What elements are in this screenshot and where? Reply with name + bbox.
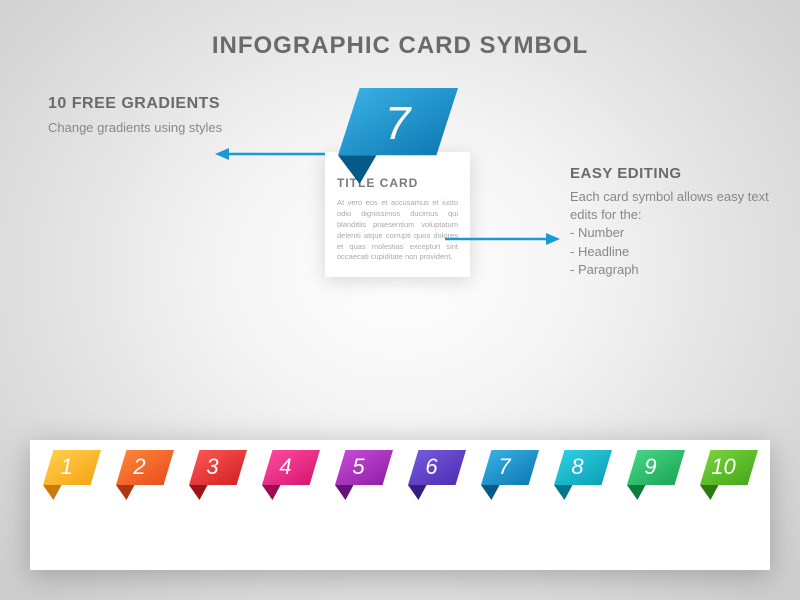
- mini-card-tag: 7: [481, 450, 539, 494]
- mini-card-paragraph: At vero eos et accusamus et iusto odio d…: [407, 508, 466, 534]
- mini-card-number: 4: [262, 454, 310, 480]
- center-card-paragraph: At vero eos et accusamus et iusto odio d…: [337, 198, 458, 263]
- mini-card-tag: 5: [335, 450, 393, 494]
- mini-card-number: 1: [43, 454, 91, 480]
- mini-card-paragraph: At vero eos et accusamus et iusto odio d…: [699, 508, 758, 534]
- mini-card-number: 7: [481, 454, 529, 480]
- mini-card-tag: 4: [262, 450, 320, 494]
- mini-card-number: 2: [116, 454, 164, 480]
- center-card-number: 7: [338, 96, 458, 150]
- mini-card: 8 TITLE CARD At vero eos et accusamus et…: [549, 450, 616, 562]
- mini-card-paragraph: At vero eos et accusamus et iusto odio d…: [42, 508, 101, 534]
- mini-card: 3 TITLE CARD At vero eos et accusamus et…: [184, 450, 251, 562]
- left-callout-heading: 10 FREE GRADIENTS: [48, 95, 228, 113]
- mini-card: 2 TITLE CARD At vero eos et accusamus et…: [111, 450, 178, 562]
- mini-card: 9 TITLE CARD At vero eos et accusamus et…: [622, 450, 689, 562]
- mini-card-paragraph: At vero eos et accusamus et iusto odio d…: [553, 508, 612, 534]
- left-callout-sub: Change gradients using styles: [48, 119, 228, 137]
- mini-card-paragraph: At vero eos et accusamus et iusto odio d…: [626, 508, 685, 534]
- left-callout: 10 FREE GRADIENTS Change gradients using…: [48, 95, 228, 137]
- mini-card: 4 TITLE CARD At vero eos et accusamus et…: [257, 450, 324, 562]
- mini-card-number: 9: [627, 454, 675, 480]
- mini-card-number: 10: [700, 454, 748, 480]
- mini-card-paragraph: At vero eos et accusamus et iusto odio d…: [480, 508, 539, 534]
- mini-card: 10 TITLE CARD At vero eos et accusamus e…: [695, 450, 762, 562]
- mini-card-tag: 2: [116, 450, 174, 494]
- mini-card-paragraph: At vero eos et accusamus et iusto odio d…: [261, 508, 320, 534]
- right-callout-sub: Each card symbol allows easy text edits …: [570, 188, 770, 279]
- mini-card: 1 TITLE CARD At vero eos et accusamus et…: [38, 450, 105, 562]
- mini-card-tag: 3: [189, 450, 247, 494]
- mini-card-tag: 8: [554, 450, 612, 494]
- center-card: 7 TITLE CARD At vero eos et accusamus et…: [325, 88, 470, 277]
- mini-card-tag: 10: [700, 450, 758, 494]
- mini-card-paragraph: At vero eos et accusamus et iusto odio d…: [188, 508, 247, 534]
- card-strip: 1 TITLE CARD At vero eos et accusamus et…: [30, 440, 770, 570]
- mini-card-tag: 6: [408, 450, 466, 494]
- mini-card-number: 3: [189, 454, 237, 480]
- mini-card-number: 6: [408, 454, 456, 480]
- page-title: INFOGRAPHIC CARD SYMBOL: [0, 32, 800, 60]
- right-callout-heading: EASY EDITING: [570, 165, 770, 182]
- mini-card-paragraph: At vero eos et accusamus et iusto odio d…: [334, 508, 393, 534]
- arrow-left-icon: [215, 145, 325, 163]
- right-callout: EASY EDITING Each card symbol allows eas…: [570, 165, 770, 279]
- mini-card-number: 5: [335, 454, 383, 480]
- mini-card: 5 TITLE CARD At vero eos et accusamus et…: [330, 450, 397, 562]
- mini-card-number: 8: [554, 454, 602, 480]
- mini-card-paragraph: At vero eos et accusamus et iusto odio d…: [115, 508, 174, 534]
- mini-card-tag: 9: [627, 450, 685, 494]
- mini-card-tag: 1: [43, 450, 101, 494]
- center-card-tag: 7: [338, 88, 458, 166]
- mini-card: 7 TITLE CARD At vero eos et accusamus et…: [476, 450, 543, 562]
- mini-card: 6 TITLE CARD At vero eos et accusamus et…: [403, 450, 470, 562]
